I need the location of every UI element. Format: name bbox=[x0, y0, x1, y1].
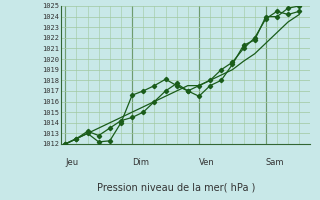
Text: Sam: Sam bbox=[266, 158, 284, 167]
Text: Ven: Ven bbox=[199, 158, 215, 167]
Text: Dim: Dim bbox=[132, 158, 149, 167]
Text: Pression niveau de la mer( hPa ): Pression niveau de la mer( hPa ) bbox=[97, 182, 255, 192]
Text: Jeu: Jeu bbox=[65, 158, 78, 167]
